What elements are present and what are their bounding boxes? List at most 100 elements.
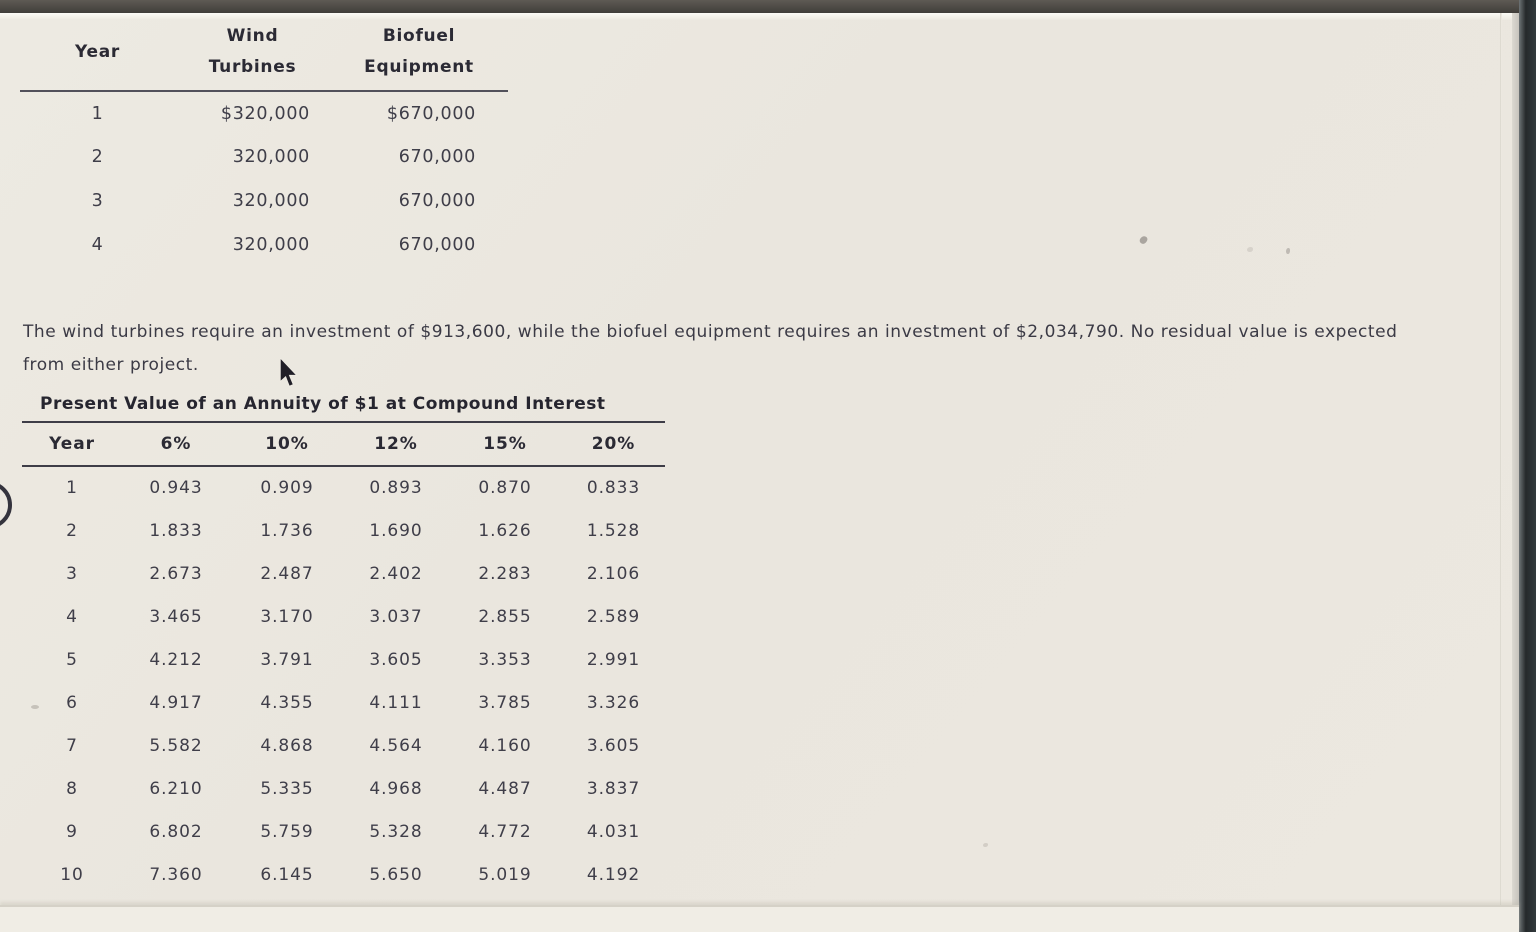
pv-cell: 4.917 (149, 692, 203, 713)
pv-column-header: 20% (562, 422, 665, 467)
pv-cell: 5 (66, 649, 78, 670)
pv-cell: 3.605 (586, 735, 641, 756)
table-row: 10 7.360 6.145 5.650 5.019 4.192 (22, 853, 665, 896)
pv-cell: 4.212 (149, 649, 203, 670)
pen-circle-fragment (0, 481, 12, 529)
pv-cell: 6.802 (149, 821, 203, 842)
pv-cell: 1.626 (478, 520, 532, 541)
pv-cell: 1.528 (586, 520, 641, 541)
column-header-biofuel-equipment: Biofuel Equipment (330, 16, 508, 92)
year-cell: 1 (91, 103, 104, 124)
biofuel-value-cell: 670,000 (398, 147, 476, 167)
table-row: 1 $320,000 $670,000 (20, 91, 508, 135)
pv-cell: 2.487 (260, 563, 314, 584)
table-row: 4 320,000 670,000 (20, 223, 508, 267)
photo-speck (1138, 234, 1149, 246)
cashflow-table: Year Wind Turbines Biofuel Equipment 1 $… (20, 16, 508, 267)
pv-cell: 3.037 (369, 606, 423, 627)
table-row: 5 4.212 3.791 3.605 3.353 2.991 (22, 638, 665, 681)
year-cell: 2 (91, 147, 104, 167)
photo-speck (983, 843, 988, 847)
bottom-panel-edge (0, 905, 1519, 932)
pv-cell: 4.772 (478, 821, 532, 842)
table-row: 3 2.673 2.487 2.402 2.283 2.106 (22, 552, 665, 595)
pv-cell: 3 (66, 563, 78, 584)
pv-cell: 3.791 (260, 649, 314, 670)
pv-cell: 6.145 (260, 864, 314, 885)
column-header-line: Wind (226, 26, 279, 46)
mouse-cursor (279, 358, 298, 387)
pv-cell: 9 (66, 821, 78, 842)
pv-cell: 4.564 (369, 735, 423, 756)
pv-cell: 4.355 (260, 692, 314, 713)
column-header-year: Year (20, 16, 175, 92)
pv-cell: 2 (66, 520, 78, 541)
pv-cell: 3.837 (586, 778, 641, 799)
table-row: 7 5.582 4.868 4.564 4.160 3.605 (22, 724, 665, 767)
biofuel-value-cell: 670,000 (398, 191, 476, 211)
pv-cell: 6 (66, 692, 78, 713)
pv-cell: 5.328 (369, 821, 423, 842)
pv-cell: 4.160 (478, 735, 532, 756)
pv-cell: 2.106 (586, 563, 641, 584)
right-groove-line (1500, 13, 1502, 932)
pv-cell: 4.487 (478, 778, 532, 799)
wind-value-cell: 320,000 (232, 235, 310, 255)
table-row: 6 4.917 4.355 4.111 3.785 3.326 (22, 681, 665, 724)
column-header-line: Biofuel (382, 26, 456, 46)
pv-cell: 2.283 (478, 563, 532, 584)
pv-cell: 1.690 (369, 520, 423, 541)
problem-statement: The wind turbines require an investment … (23, 316, 1513, 382)
pv-column-header: 12% (344, 422, 448, 467)
pv-cell: 8 (66, 778, 78, 799)
pv-header-row: Year 6% 10% 12% 15% 20% (22, 422, 665, 467)
pv-cell: 2.991 (586, 649, 641, 670)
paragraph-line: from either project. (23, 355, 199, 375)
wind-value-cell: $320,000 (220, 103, 310, 124)
column-header-line: Turbines (208, 57, 297, 77)
table-row: 8 6.210 5.335 4.968 4.487 3.837 (22, 767, 665, 810)
screen-top-highlight (0, 13, 1536, 20)
pv-cell: 4 (66, 606, 78, 627)
pv-cell: 0.870 (478, 478, 532, 498)
biofuel-value-cell: 670,000 (398, 235, 476, 255)
pv-column-header: 10% (230, 422, 344, 467)
pv-cell: 0.893 (369, 478, 423, 498)
pv-cell: 7.360 (149, 864, 203, 885)
right-light-strip (1512, 13, 1519, 932)
pv-cell: 2.855 (478, 606, 532, 627)
pv-cell: 2.402 (369, 563, 423, 584)
pv-cell: 3.785 (478, 692, 532, 713)
pv-cell: 4.868 (260, 735, 314, 756)
table-row: 4 3.465 3.170 3.037 2.855 2.589 (22, 595, 665, 638)
photo-speck (31, 705, 39, 709)
pv-cell: 6.210 (149, 778, 203, 799)
table-row: 1 0.943 0.909 0.893 0.870 0.833 (22, 466, 665, 509)
photo-speck (1247, 247, 1253, 252)
pv-cell: 4.968 (369, 778, 423, 799)
table-row: 2 320,000 670,000 (20, 135, 508, 179)
biofuel-value-cell: $670,000 (386, 103, 476, 124)
pv-cell: 1.833 (149, 520, 203, 541)
wind-value-cell: 320,000 (232, 147, 310, 167)
screen-right-bezel (1519, 0, 1536, 932)
pv-cell: 0.909 (260, 478, 314, 498)
pv-cell: 2.673 (149, 563, 203, 584)
column-header-wind-turbines: Wind Turbines (175, 16, 330, 92)
wind-value-cell: 320,000 (232, 191, 310, 211)
pv-cell: 5.019 (478, 864, 532, 885)
pv-cell: 3.326 (586, 692, 641, 713)
pv-cell: 5.759 (260, 821, 314, 842)
pv-cell: 5.582 (149, 735, 203, 756)
pv-cell: 10 (60, 864, 84, 885)
photo-speck (1286, 248, 1290, 254)
screen-top-bezel (0, 0, 1536, 13)
pv-cell: 3.353 (478, 649, 532, 670)
pv-cell: 2.589 (586, 606, 641, 627)
year-cell: 3 (91, 191, 104, 211)
cashflow-header-row: Year Wind Turbines Biofuel Equipment (20, 16, 508, 92)
pv-cell: 1.736 (260, 520, 314, 541)
column-header-line: Equipment (364, 57, 474, 77)
pv-cell: 3.170 (260, 606, 314, 627)
